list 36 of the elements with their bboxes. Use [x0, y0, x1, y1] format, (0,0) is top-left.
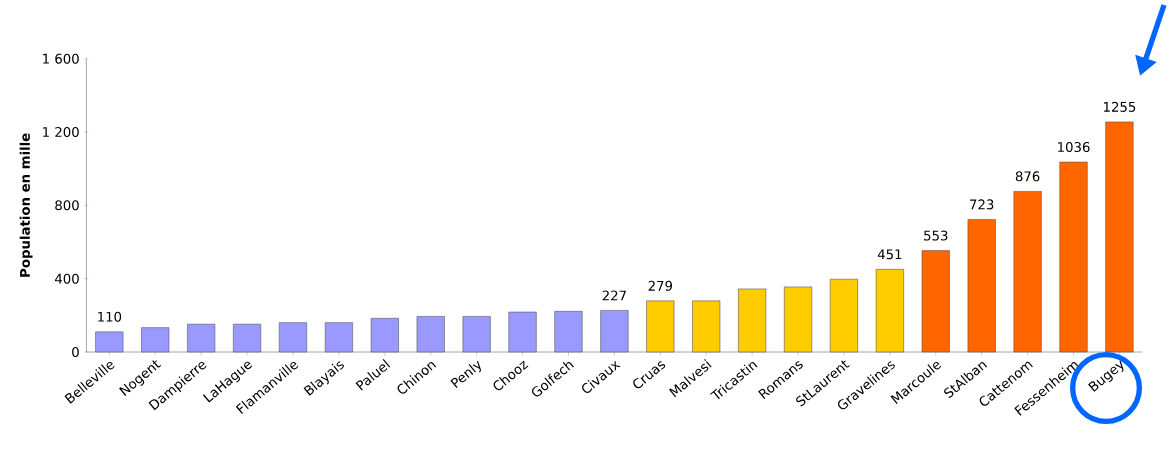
bar: [600, 310, 629, 353]
bar: [875, 269, 904, 353]
y-tick-label: 800: [55, 200, 79, 211]
bar: [829, 278, 858, 353]
bar: [692, 300, 721, 353]
data-label: 553: [924, 230, 948, 241]
data-label: 227: [602, 290, 626, 301]
y-tick-label: 1 600: [43, 53, 79, 64]
bar: [187, 323, 216, 353]
data-label: 451: [877, 249, 902, 260]
bar: [416, 316, 445, 353]
bar: [738, 288, 767, 353]
bar: [370, 318, 399, 353]
data-label: 876: [1015, 171, 1040, 182]
y-tick-label: 0: [72, 346, 79, 358]
bar: [967, 219, 996, 353]
data-label: 1036: [1058, 141, 1090, 153]
bar: [324, 322, 353, 353]
data-label: 279: [648, 280, 673, 291]
data-label: 723: [970, 199, 994, 210]
bar: [462, 316, 491, 353]
bar: [141, 327, 170, 353]
bar: [233, 323, 262, 353]
bar: [278, 322, 308, 353]
bar: [1013, 191, 1042, 353]
data-label: 110: [98, 311, 122, 322]
y-axis-title: Population en mille: [19, 133, 33, 277]
y-tick-label: 1 200: [43, 126, 79, 138]
bar: [784, 286, 813, 353]
y-tick-label: 400: [54, 273, 79, 284]
bar: [508, 311, 537, 353]
data-label: 1255: [1103, 101, 1136, 112]
bar: [921, 250, 950, 353]
bar: [554, 311, 583, 353]
bar: [95, 331, 124, 353]
bar: [646, 300, 675, 353]
